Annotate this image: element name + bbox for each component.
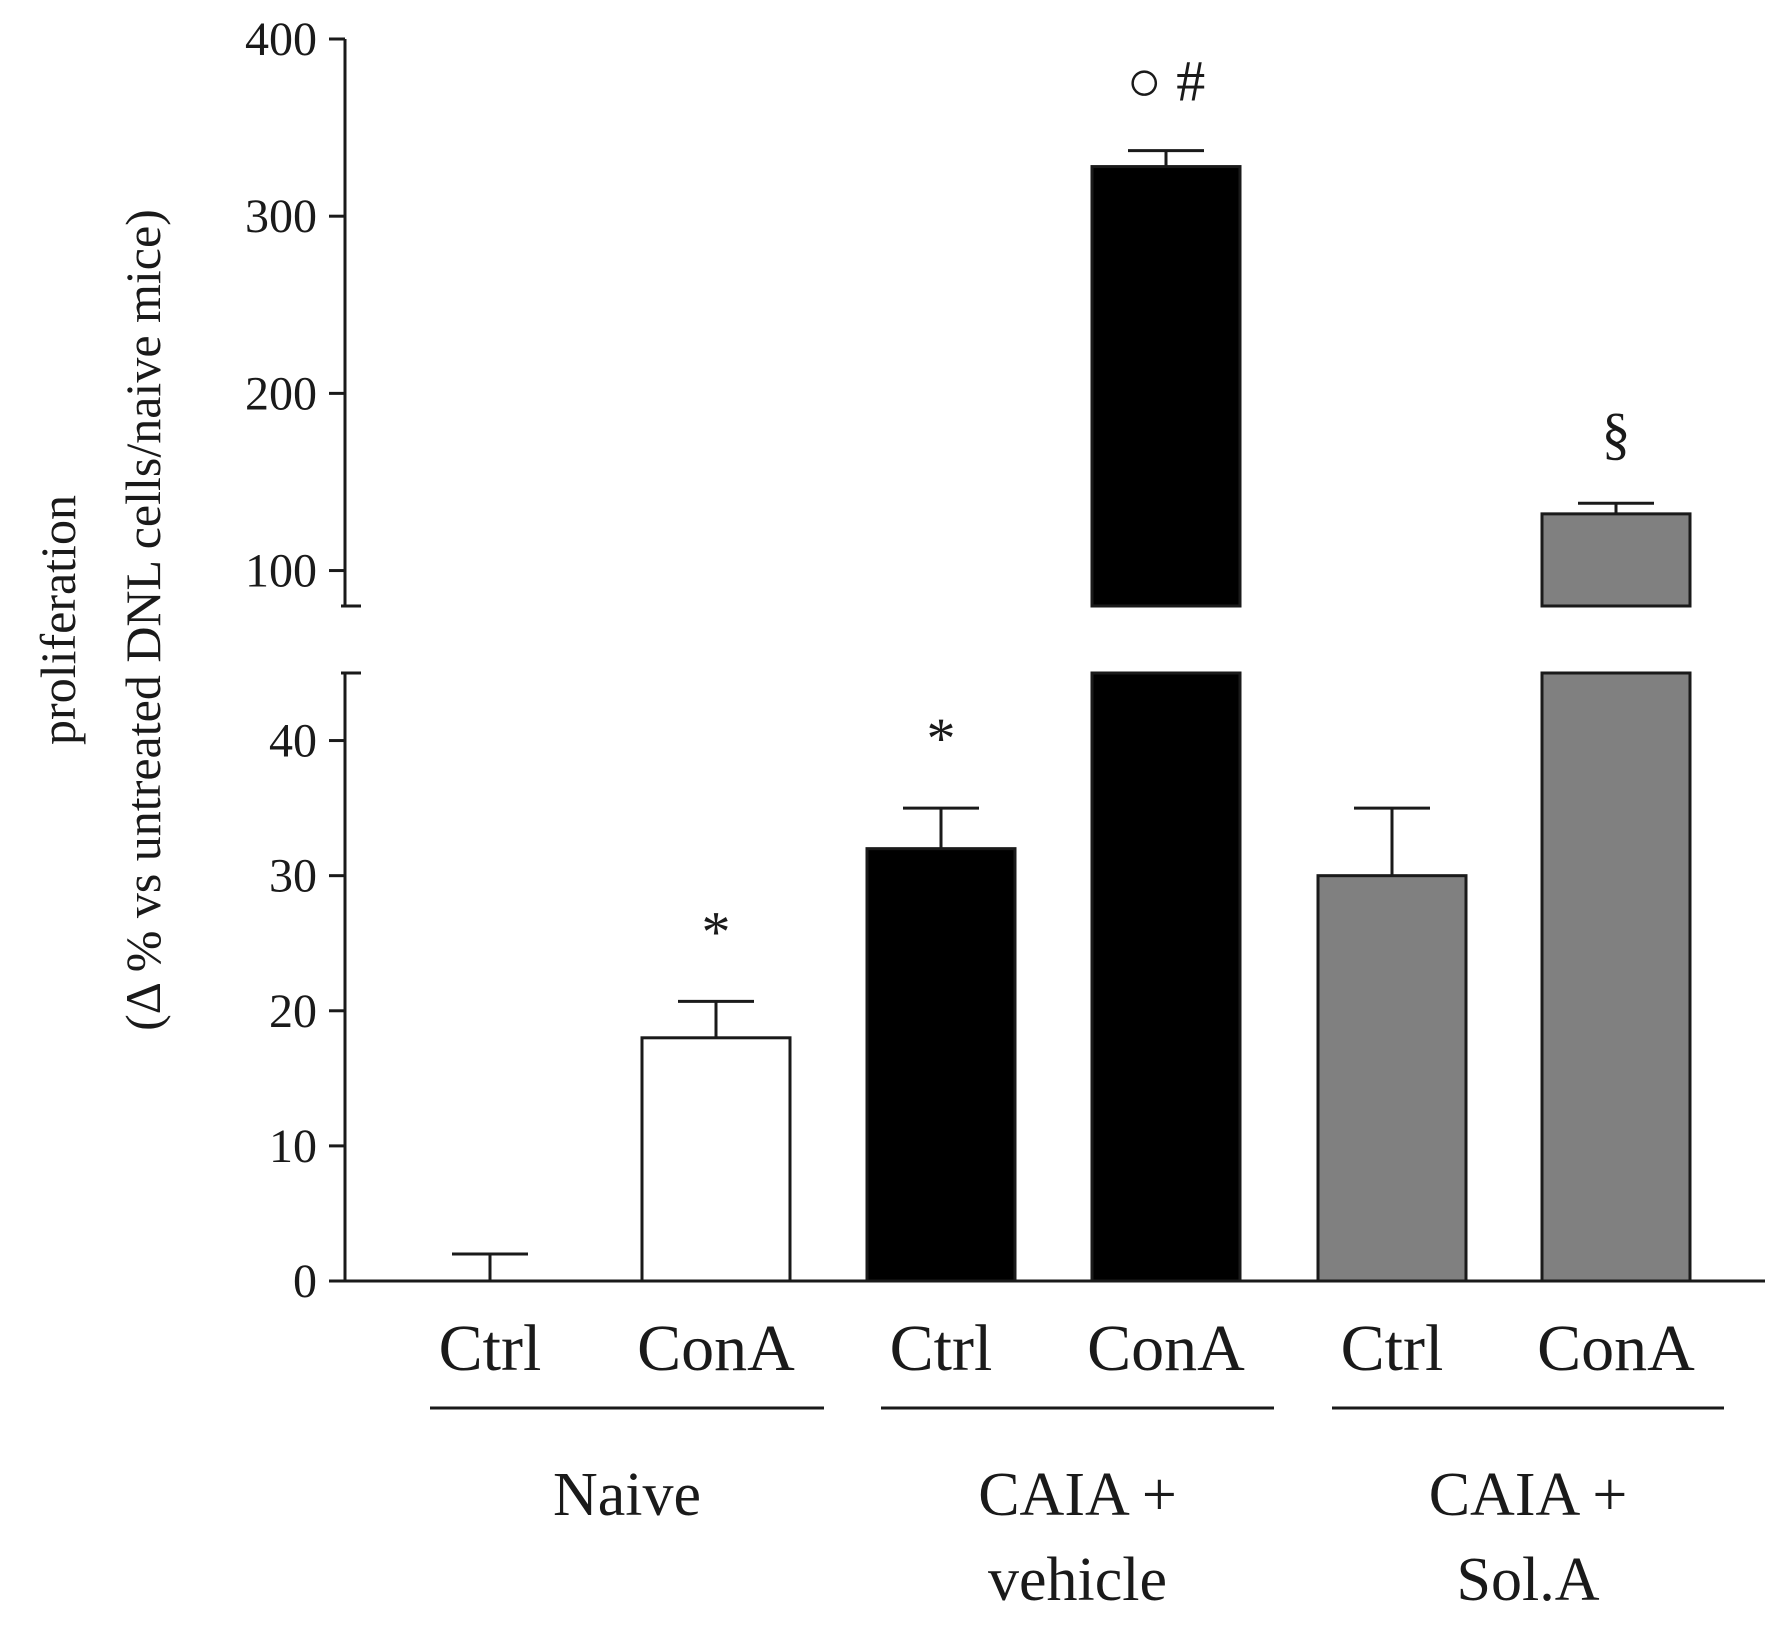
bars	[452, 149, 1692, 1283]
x-category-label: Ctrl	[1341, 1312, 1444, 1385]
x-category-label: ConA	[637, 1312, 795, 1385]
y-tick-label: 30	[269, 850, 317, 903]
y-axis-label-line2: (Δ % vs untreated DNL cells/naive mice)	[115, 209, 171, 1031]
bar	[640, 1036, 792, 1283]
axes	[329, 37, 1765, 1410]
bar-lower-segment	[1090, 671, 1242, 1283]
group-label-line1: CAIA +	[978, 1461, 1177, 1529]
bar-lower-segment	[1540, 671, 1692, 1283]
y-tick-label: 200	[245, 367, 317, 420]
bar	[865, 847, 1017, 1283]
bar	[1540, 512, 1692, 608]
significance-marker: ○ #	[1127, 49, 1206, 114]
x-category-label: ConA	[1087, 1312, 1245, 1385]
group-label-line2: Sol.A	[1457, 1546, 1600, 1614]
y-tick-label: 400	[245, 13, 317, 66]
y-axis-label-line1: proliferation	[30, 495, 86, 745]
y-tick-label: 40	[269, 715, 317, 768]
y-tick-label: 20	[269, 985, 317, 1038]
y-tick-label: 100	[245, 545, 317, 598]
labels: proliferation (Δ % vs untreated DNL cell…	[30, 13, 1695, 1614]
y-tick-label: 300	[245, 190, 317, 243]
bar	[1316, 874, 1468, 1283]
group-label-line1: Naive	[553, 1461, 701, 1529]
significance-marker: *	[702, 899, 731, 964]
x-category-label: Ctrl	[439, 1312, 542, 1385]
y-tick-label: 10	[269, 1120, 317, 1173]
x-category-label: Ctrl	[890, 1312, 993, 1385]
significance-marker: §	[1602, 401, 1631, 466]
significance-marker: *	[927, 706, 956, 771]
bar	[1090, 165, 1242, 608]
y-tick-label: 0	[293, 1255, 317, 1308]
x-category-label: ConA	[1537, 1312, 1695, 1385]
group-label-line1: CAIA +	[1429, 1461, 1628, 1529]
group-label-line2: vehicle	[988, 1546, 1167, 1614]
